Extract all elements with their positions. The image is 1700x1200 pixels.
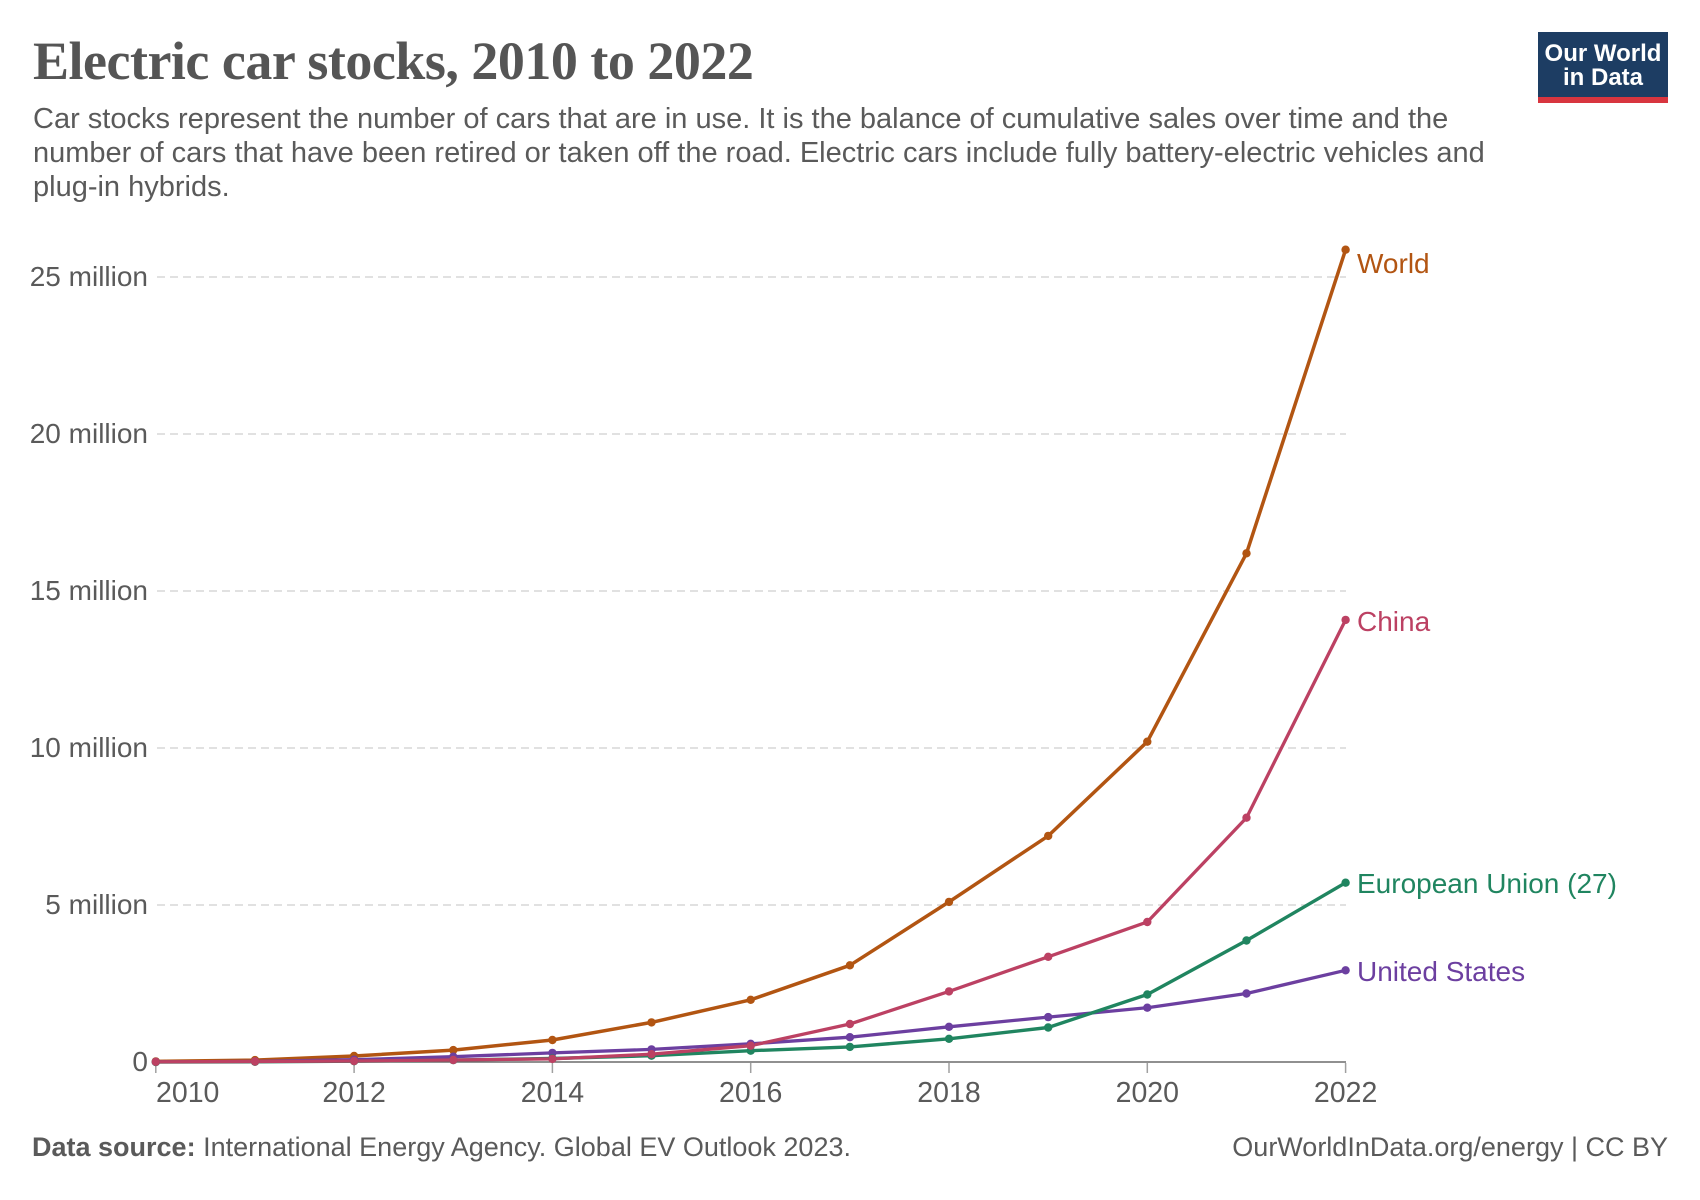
svg-text:2010: 2010 bbox=[156, 1077, 219, 1109]
svg-text:10 million: 10 million bbox=[30, 732, 148, 763]
svg-text:2014: 2014 bbox=[521, 1077, 585, 1109]
svg-text:5 million: 5 million bbox=[45, 889, 148, 920]
svg-text:United States: United States bbox=[1357, 956, 1525, 987]
svg-text:2022: 2022 bbox=[1314, 1077, 1377, 1109]
svg-text:2018: 2018 bbox=[917, 1077, 980, 1109]
svg-text:15 million: 15 million bbox=[30, 575, 148, 606]
svg-text:European Union (27): European Union (27) bbox=[1357, 868, 1617, 899]
svg-text:2012: 2012 bbox=[322, 1077, 385, 1109]
svg-text:2020: 2020 bbox=[1116, 1077, 1179, 1109]
svg-text:2016: 2016 bbox=[719, 1077, 782, 1109]
svg-text:World: World bbox=[1357, 248, 1430, 279]
svg-text:20 million: 20 million bbox=[30, 418, 148, 449]
svg-text:25 million: 25 million bbox=[30, 261, 148, 292]
svg-text:China: China bbox=[1357, 606, 1431, 637]
svg-text:0: 0 bbox=[132, 1046, 148, 1077]
